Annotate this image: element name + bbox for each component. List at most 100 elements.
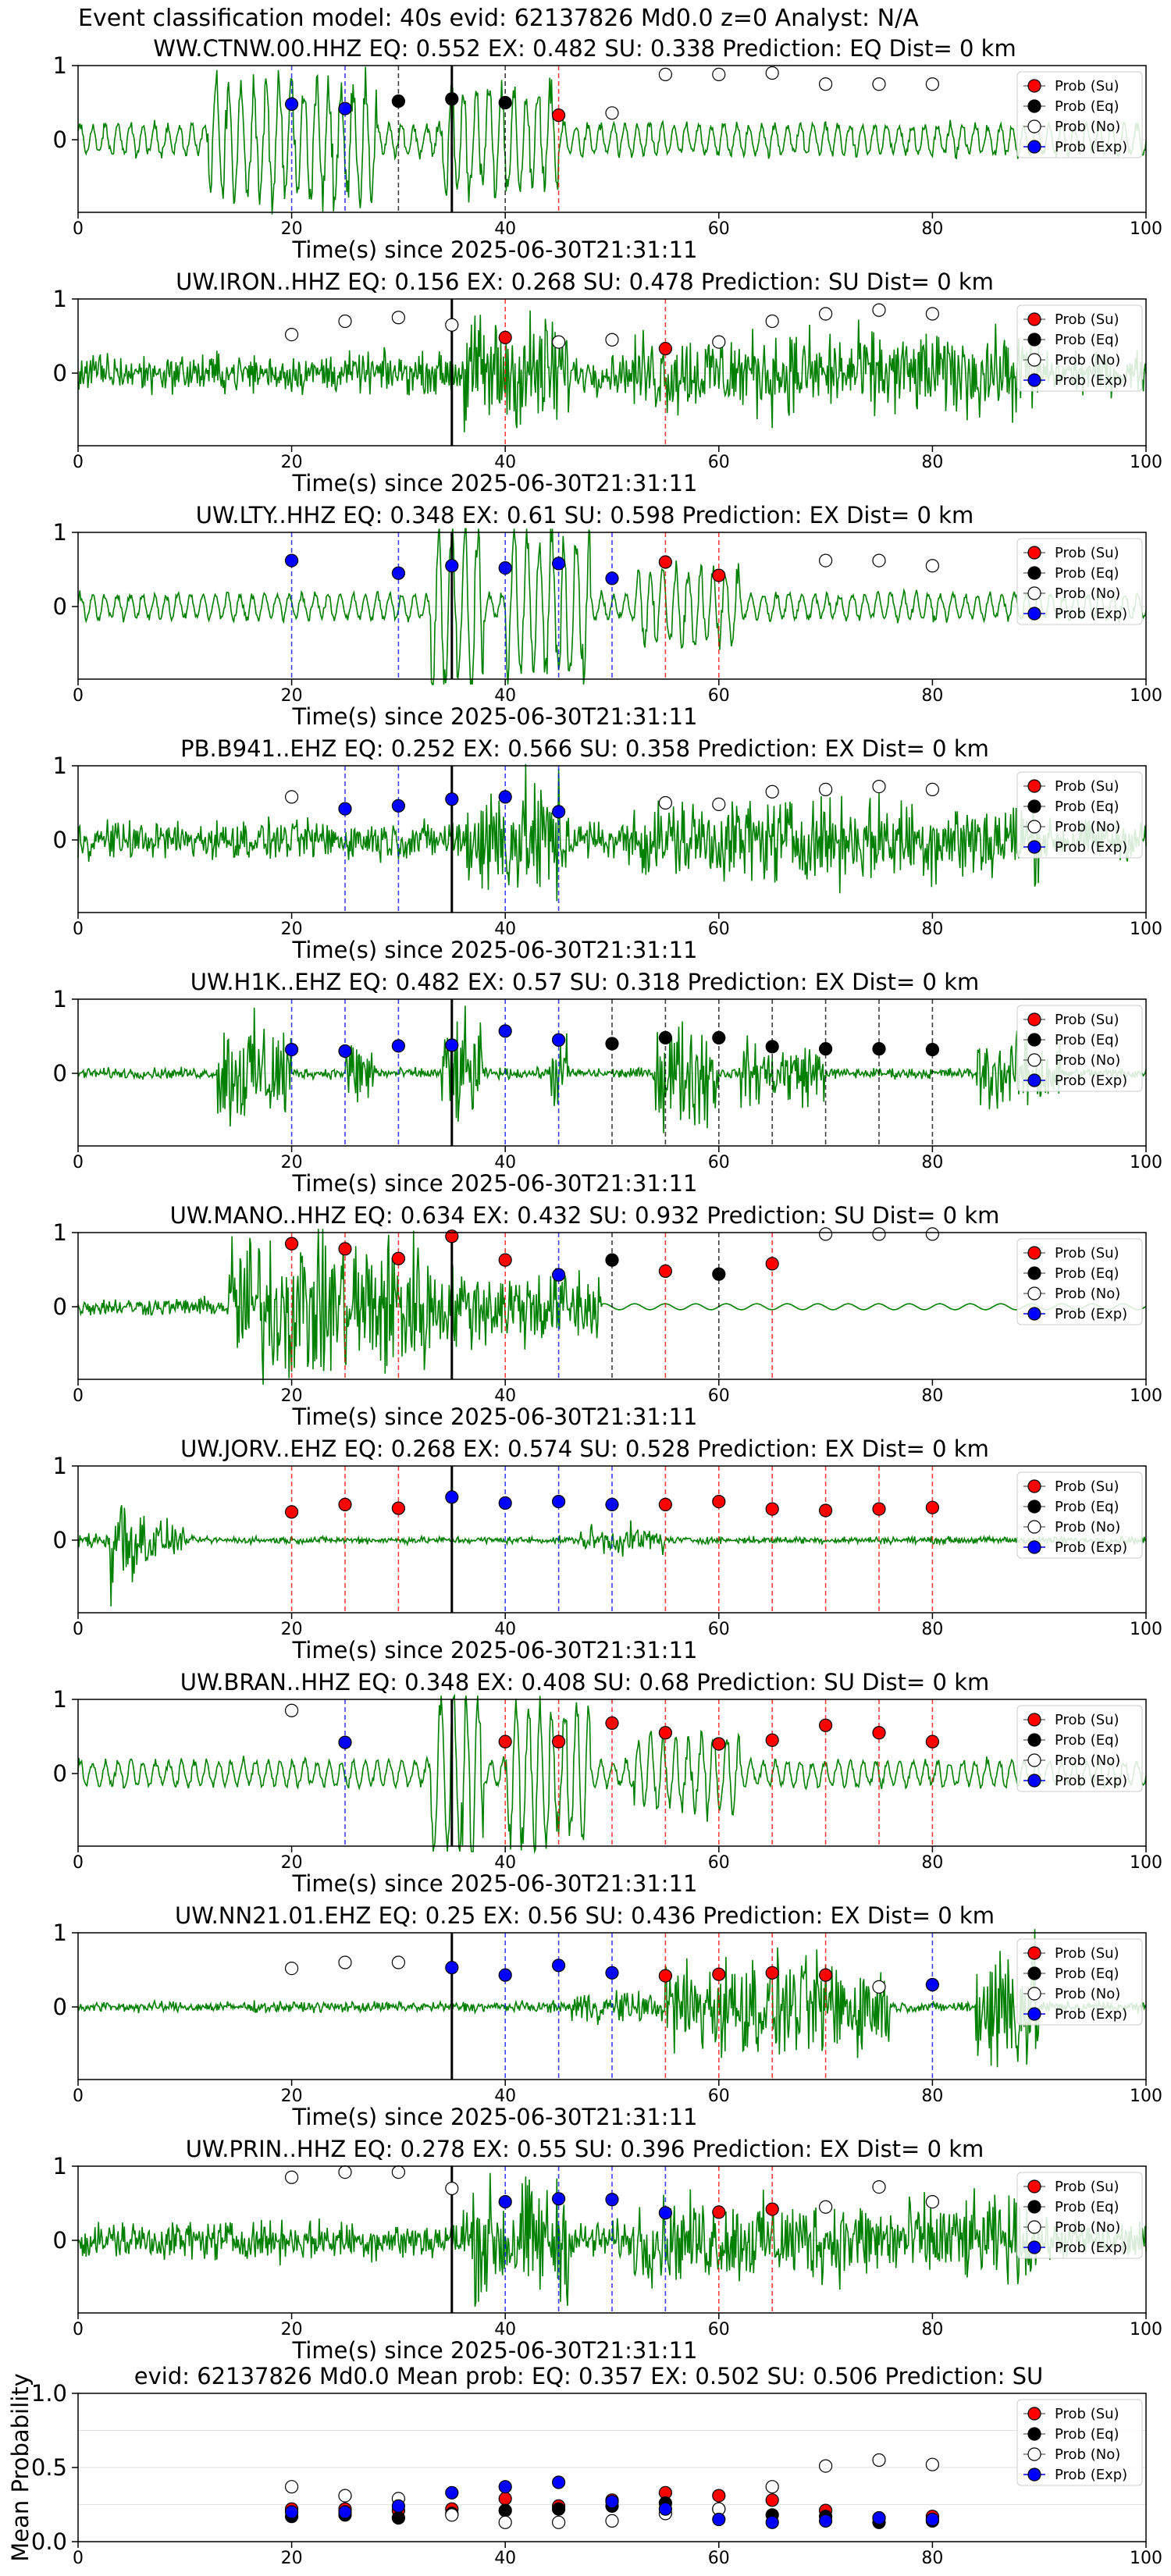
x-tick-label: 20: [281, 453, 303, 472]
prob-point-exp: [498, 790, 512, 804]
prob-point-no: [925, 77, 940, 91]
mean-point-no: [498, 2515, 512, 2529]
prob-point-no: [551, 335, 566, 349]
prob-point-no: [712, 67, 726, 82]
x-tick-label: 100: [1130, 453, 1162, 472]
prob-point-no: [818, 307, 833, 321]
legend-marker-no: [1027, 820, 1041, 834]
legend-marker-su: [1027, 79, 1041, 93]
legend-label: Prob (Su): [1055, 2406, 1119, 2422]
x-tick-label: 60: [708, 2320, 730, 2339]
legend-label: Prob (No): [1055, 2446, 1120, 2463]
x-tick-label: 100: [1130, 686, 1162, 706]
legend: Prob (Su) Prob (Eq) Prob (No) Prob (Exp): [1016, 1471, 1143, 1559]
x-tick-label: 40: [494, 2087, 516, 2106]
y-tick-label: 1: [53, 286, 67, 312]
legend-marker-su: [1027, 1479, 1041, 1493]
x-tick-label: 0: [73, 1853, 84, 1873]
prob-point-su: [658, 1726, 673, 1740]
mean-point-exp: [658, 2502, 673, 2516]
legend-box: [1016, 1471, 1143, 1559]
prob-point-exp: [338, 1735, 352, 1749]
y-tick-label: 1: [53, 1219, 67, 1246]
mean-point-exp: [498, 2480, 512, 2494]
y-tick-label: 1: [53, 753, 67, 779]
prob-point-no: [605, 106, 619, 120]
legend-marker-no: [1027, 1286, 1041, 1300]
prob-point-exp: [445, 1961, 459, 1975]
x-tick-label: 0: [73, 2320, 84, 2339]
legend-marker-exp: [1027, 840, 1041, 854]
legend-label: Prob (Eq): [1055, 1499, 1119, 1515]
prob-point-exp: [391, 566, 405, 580]
prob-point-no: [338, 314, 352, 329]
legend: Prob (Su) Prob (Eq) Prob (No) Prob (Exp): [1016, 1005, 1143, 1092]
prob-point-eq: [445, 92, 459, 106]
y-tick-label: 0: [53, 360, 67, 386]
legend-marker-no: [1027, 1520, 1041, 1534]
mean-point-exp: [712, 2512, 726, 2527]
prob-point-no: [925, 1227, 940, 1241]
legend-label: Prob (Eq): [1055, 98, 1119, 115]
legend-label: Prob (No): [1055, 1986, 1120, 2002]
x-tick-label: 0: [73, 1386, 84, 1406]
prob-point-su: [285, 1236, 299, 1251]
legend-marker-eq: [1027, 333, 1041, 347]
y-tick-label: 1.0: [31, 2380, 67, 2407]
prob-point-no: [391, 2165, 405, 2179]
legend-marker-su: [1027, 779, 1041, 793]
prob-point-exp: [445, 559, 459, 573]
legend-label: Prob (Exp): [1055, 1773, 1127, 1789]
legend: Prob (Su) Prob (Eq) Prob (No) Prob (Exp): [1016, 2399, 1143, 2486]
panel-title: PB.B941..EHZ EQ: 0.252 EX: 0.566 SU: 0.3…: [180, 735, 989, 762]
x-tick-label: 40: [494, 2549, 516, 2568]
prob-point-su: [605, 1716, 619, 1730]
x-tick-label: 20: [281, 2549, 303, 2568]
panel-title: WW.CTNW.00.HHZ EQ: 0.552 EX: 0.482 SU: 0…: [153, 35, 1016, 62]
panel-title: UW.LTY..HHZ EQ: 0.348 EX: 0.61 SU: 0.598…: [196, 502, 973, 528]
legend-box: [1016, 538, 1143, 625]
prob-point-exp: [285, 553, 299, 568]
legend-label: Prob (Exp): [1055, 1539, 1127, 1556]
legend-label: Prob (Exp): [1055, 2467, 1127, 2483]
panel-title: UW.BRAN..HHZ EQ: 0.348 EX: 0.408 SU: 0.6…: [180, 1669, 990, 1695]
prob-point-no: [285, 328, 299, 342]
prob-point-no: [872, 1980, 886, 1994]
prob-point-su: [712, 1494, 726, 1509]
prob-point-eq: [658, 1030, 673, 1045]
legend: Prob (Su) Prob (Eq) Prob (No) Prob (Exp): [1016, 1238, 1143, 1325]
plot-frame: [77, 298, 1147, 447]
prob-point-su: [391, 1251, 405, 1265]
prob-point-su: [445, 1229, 459, 1244]
prob-point-no: [872, 303, 886, 317]
waveform-trace: [77, 763, 1147, 902]
x-tick-label: 20: [281, 920, 303, 939]
prob-point-eq: [605, 1253, 619, 1267]
legend-marker-eq: [1027, 1966, 1041, 1980]
prob-point-exp: [445, 1038, 459, 1052]
y-tick-label: 0: [53, 2227, 67, 2254]
prob-point-exp: [551, 1268, 566, 1282]
prob-point-su: [818, 1503, 833, 1517]
y-tick-label: 0: [53, 827, 67, 853]
legend-label: Prob (Eq): [1055, 1032, 1119, 1048]
prob-point-exp: [551, 1033, 566, 1047]
x-axis-label: Time(s) since 2025-06-30T21:31:11: [292, 1870, 698, 1897]
legend: Prob (Su) Prob (Eq) Prob (No) Prob (Exp): [1016, 1938, 1143, 2026]
legend-label: Prob (Su): [1055, 778, 1119, 795]
prob-point-no: [925, 2195, 940, 2209]
prob-point-no: [872, 1227, 886, 1241]
legend-marker-eq: [1027, 566, 1041, 580]
legend-marker-no: [1027, 2220, 1041, 2234]
x-tick-label: 100: [1130, 1153, 1162, 1172]
legend-label: Prob (Eq): [1055, 2426, 1119, 2443]
legend: Prob (Su) Prob (Eq) Prob (No) Prob (Exp): [1016, 304, 1143, 392]
prob-point-su: [498, 1735, 512, 1749]
plot-frame: [77, 1465, 1147, 1614]
prob-point-no: [765, 314, 779, 329]
y-tick-label: 0.5: [31, 2454, 67, 2481]
x-tick-label: 60: [708, 1853, 730, 1873]
legend-marker-su: [1027, 2179, 1041, 2194]
prob-point-eq: [712, 1030, 726, 1045]
